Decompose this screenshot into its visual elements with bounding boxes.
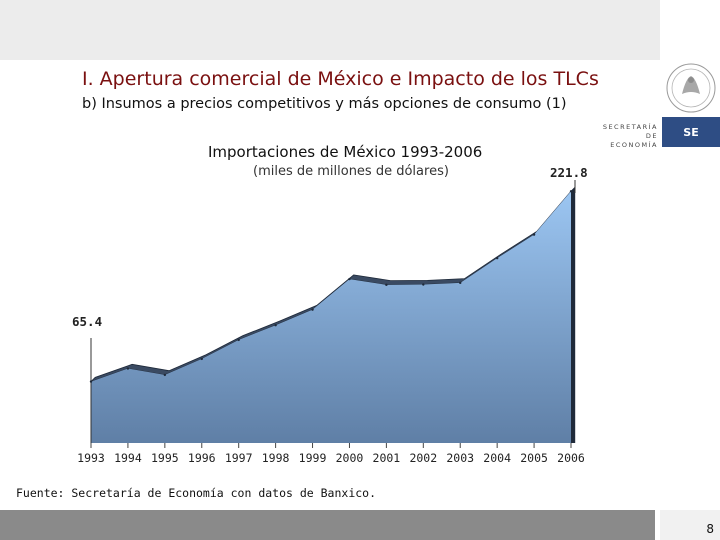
data-point-1994 <box>126 367 130 370</box>
data-point-1997 <box>237 338 240 342</box>
x-tick-label-2001: 2001 <box>373 451 401 465</box>
data-point-2005 <box>532 233 536 236</box>
page-title: I. Apertura comercial de México e Impact… <box>82 68 599 90</box>
data-point-1993 <box>89 380 93 383</box>
data-point-2001 <box>385 283 388 287</box>
x-tick-label-2002: 2002 <box>409 451 437 465</box>
data-point-2002 <box>422 283 425 286</box>
x-tick-label-1998: 1998 <box>262 451 290 465</box>
chart-units: (miles de millones de dólares) <box>253 164 449 179</box>
x-tick-label-1994: 1994 <box>114 451 142 465</box>
logo <box>662 60 720 150</box>
page-subtitle: b) Insumos a precios competitivos y más … <box>82 96 567 112</box>
header-band <box>0 0 660 60</box>
eagle-seal-icon <box>666 63 716 113</box>
x-tick-label-1996: 1996 <box>188 451 216 465</box>
chart-title: Importaciones de México 1993-2006 <box>208 143 483 161</box>
data-label-last: 221.8 <box>550 165 588 180</box>
x-tick-label-1993: 1993 <box>77 451 105 465</box>
data-point-1996 <box>200 357 203 361</box>
source-note: Fuente: Secretaría de Economía con datos… <box>16 486 377 500</box>
x-tick-label-1995: 1995 <box>151 451 179 465</box>
footer-bar <box>0 510 655 540</box>
data-point-2000 <box>348 277 351 281</box>
data-point-2003 <box>459 281 462 285</box>
se-badge: SE <box>662 117 720 147</box>
data-label-first: 65.4 <box>72 314 102 329</box>
secretaria-label: SECRETARÍA DE ECONOMÍA <box>602 123 658 149</box>
data-point-2004 <box>495 256 499 260</box>
area-series <box>91 191 571 443</box>
x-tick-label-2004: 2004 <box>483 451 511 465</box>
x-tick-label-2003: 2003 <box>446 451 474 465</box>
data-point-1995 <box>163 373 167 377</box>
area-right-edge <box>571 187 576 443</box>
x-tick-label-2006: 2006 <box>557 451 585 465</box>
x-tick-label-2000: 2000 <box>336 451 364 465</box>
data-point-2006 <box>569 190 573 193</box>
x-tick-label-1999: 1999 <box>299 451 327 465</box>
x-tick-label-2005: 2005 <box>520 451 548 465</box>
data-point-1999 <box>311 308 314 311</box>
data-point-1998 <box>274 324 277 327</box>
page-number: 8 <box>660 510 720 540</box>
x-tick-label-1997: 1997 <box>225 451 253 465</box>
